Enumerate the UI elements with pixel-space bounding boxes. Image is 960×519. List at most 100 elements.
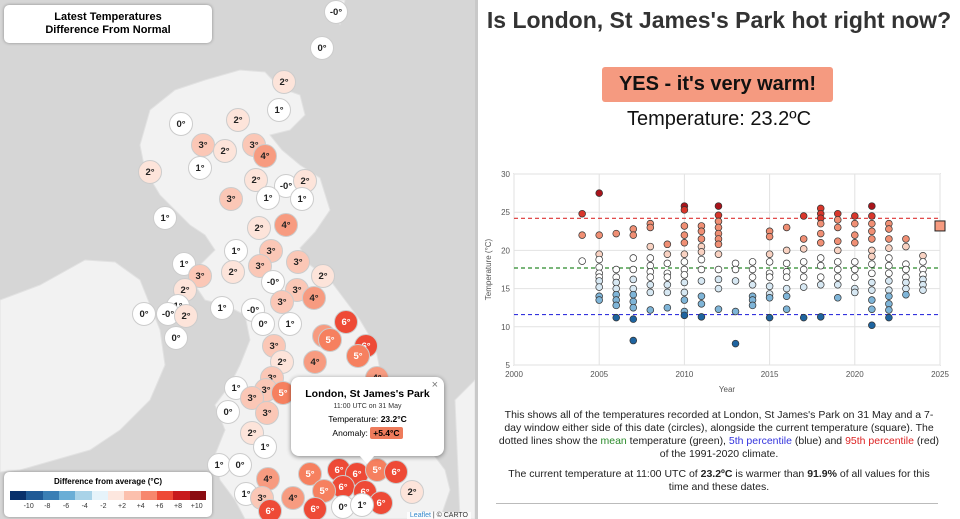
plot-area <box>513 173 941 366</box>
station-marker[interactable]: 2° <box>311 264 335 288</box>
data-point <box>885 292 893 300</box>
data-point <box>714 284 723 293</box>
station-marker[interactable]: 2° <box>221 260 245 284</box>
station-marker[interactable]: 3° <box>255 401 279 425</box>
station-marker[interactable]: 3° <box>191 133 215 157</box>
station-marker[interactable]: 1° <box>188 156 212 180</box>
station-marker[interactable]: 2° <box>138 160 162 184</box>
station-marker[interactable]: 1° <box>253 435 277 459</box>
station-marker[interactable]: 6° <box>258 499 282 519</box>
station-marker[interactable]: 1° <box>153 206 177 230</box>
data-point <box>816 281 825 289</box>
station-marker[interactable]: 4° <box>281 486 305 510</box>
station-marker[interactable]: 1° <box>210 296 234 320</box>
station-marker[interactable]: 1° <box>256 186 280 210</box>
station-marker[interactable]: 4° <box>302 286 326 310</box>
station-marker[interactable]: 5° <box>346 344 370 368</box>
data-point <box>578 209 586 218</box>
panel-divider <box>475 0 478 519</box>
station-marker[interactable]: 0° <box>132 302 156 326</box>
data-point <box>902 290 910 299</box>
legend-swatch <box>58 491 76 500</box>
cmp-text-1: The current temperature at 11:00 UTC of <box>508 468 701 480</box>
legend-swatch <box>140 491 157 500</box>
map-panel[interactable]: Latest Temperatures Difference From Norm… <box>0 0 475 519</box>
station-marker[interactable]: 2° <box>240 421 264 445</box>
station-marker[interactable]: 2° <box>400 480 424 504</box>
y-tick-label: 25 <box>501 208 510 217</box>
station-marker[interactable]: 6° <box>384 460 408 484</box>
station-marker[interactable]: 6° <box>334 310 358 334</box>
data-point <box>885 313 893 322</box>
station-marker[interactable]: 3° <box>286 250 310 274</box>
station-marker[interactable]: 2° <box>226 108 250 132</box>
data-point <box>629 254 638 262</box>
station-marker[interactable]: 5° <box>318 328 342 352</box>
data-point <box>851 258 859 266</box>
legend-tick-label: +10 <box>190 503 203 510</box>
data-point <box>765 282 774 291</box>
data-point <box>799 273 808 281</box>
data-point <box>765 294 774 302</box>
station-marker[interactable]: 0° <box>228 453 252 477</box>
attribution-text: | © CARTO <box>430 512 468 519</box>
data-point <box>902 265 910 274</box>
data-point <box>782 259 791 268</box>
station-marker[interactable]: 2° <box>244 168 268 192</box>
station-marker[interactable]: 3° <box>270 290 294 314</box>
station-marker[interactable]: 0° <box>164 326 188 350</box>
data-point <box>663 250 672 258</box>
desc-text-3: (blue) and <box>791 435 846 447</box>
station-marker[interactable]: 1° <box>267 98 291 122</box>
popup-tip <box>359 455 375 464</box>
station-marker[interactable]: 5° <box>298 462 322 486</box>
data-point <box>868 278 876 287</box>
station-marker[interactable]: 0° <box>169 112 193 136</box>
legend-tick-label: -4 <box>81 503 88 510</box>
station-marker[interactable]: 4° <box>274 213 298 237</box>
station-marker[interactable]: 1° <box>290 187 314 211</box>
station-marker[interactable]: 0° <box>310 36 334 60</box>
station-marker[interactable]: 6° <box>303 497 327 519</box>
station-marker[interactable]: 4° <box>253 144 277 168</box>
station-marker[interactable]: 2° <box>174 304 198 328</box>
data-point <box>680 288 689 297</box>
legend-tick-label: +2 <box>118 503 127 510</box>
station-marker[interactable]: -0° <box>324 0 348 24</box>
data-point <box>663 281 672 289</box>
desc-mean: mean <box>600 435 627 447</box>
station-marker[interactable]: 2° <box>247 216 271 240</box>
y-axis-label: Temperature (°C) <box>484 238 493 300</box>
data-point <box>902 235 910 243</box>
current-temperature-marker <box>934 220 946 232</box>
data-point <box>714 240 723 249</box>
station-popup: × London, St James's Park 11:00 UTC on 3… <box>291 377 444 456</box>
popup-close-button[interactable]: × <box>431 379 438 391</box>
station-marker[interactable]: 0° <box>216 400 240 424</box>
station-marker[interactable]: 5° <box>312 479 336 503</box>
station-marker[interactable]: 2° <box>272 70 296 94</box>
data-point <box>816 219 825 228</box>
data-point <box>765 273 774 281</box>
desc-p5: 5th percentile <box>728 435 792 447</box>
station-marker[interactable]: 3° <box>219 187 243 211</box>
data-point <box>646 288 655 297</box>
legend-swatch <box>26 491 43 500</box>
station-marker[interactable]: 1° <box>350 493 374 517</box>
station-marker[interactable]: 2° <box>213 139 237 163</box>
data-point <box>663 259 672 268</box>
y-tick-label: 10 <box>501 323 510 332</box>
x-tick-label: 2000 <box>505 370 523 379</box>
data-point <box>799 258 808 266</box>
data-point <box>799 245 808 253</box>
data-point <box>748 265 757 274</box>
data-point <box>816 254 825 262</box>
legend-tick-label: -2 <box>100 503 107 510</box>
station-marker[interactable]: 1° <box>278 312 302 336</box>
station-marker[interactable]: 4° <box>303 350 327 374</box>
leaflet-link[interactable]: Leaflet <box>409 512 431 519</box>
x-tick-label: 2010 <box>676 370 694 379</box>
data-point <box>646 281 655 289</box>
station-marker[interactable]: 0° <box>251 312 275 336</box>
data-point <box>834 258 842 266</box>
